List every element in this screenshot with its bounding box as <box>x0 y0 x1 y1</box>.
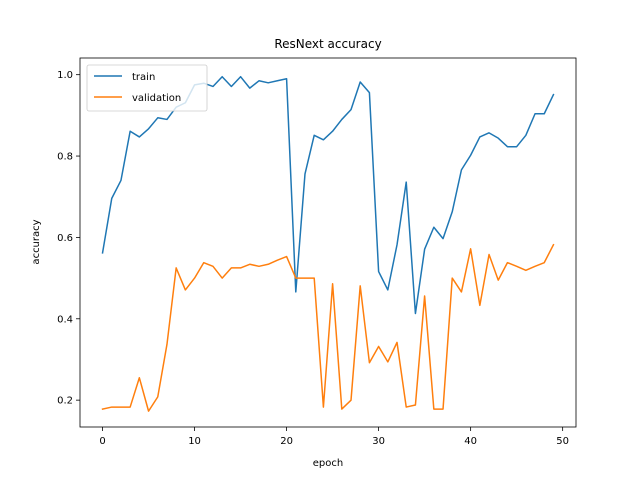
y-tick-label: 0.8 <box>57 152 73 163</box>
legend-train-label: train <box>132 72 155 83</box>
x-axis: 0 10 20 30 40 50 <box>99 427 569 447</box>
plot-area-frame <box>79 57 577 428</box>
x-tick-label: 50 <box>556 436 569 447</box>
x-tick-label: 40 <box>464 436 477 447</box>
series-points-validation <box>102 244 554 412</box>
x-tick-label: 0 <box>99 436 105 447</box>
y-axis: 0.2 0.4 0.6 0.8 1.0 <box>57 70 80 407</box>
y-tick-label: 1.0 <box>57 70 73 81</box>
chart-title: ResNext accuracy <box>274 37 381 51</box>
y-tick-label: 0.2 <box>57 396 73 407</box>
y-tick-label: 0.4 <box>57 314 73 325</box>
x-axis-label: epoch <box>313 458 343 469</box>
y-axis-label: accuracy <box>31 219 42 264</box>
x-tick-label: 10 <box>188 436 201 447</box>
x-tick-label: 30 <box>372 436 385 447</box>
y-tick-label: 0.6 <box>57 233 73 244</box>
legend: train validation <box>86 64 208 112</box>
legend-validation-label: validation <box>132 93 181 104</box>
x-tick-label: 20 <box>280 436 293 447</box>
series-line-validation <box>101 243 555 412</box>
